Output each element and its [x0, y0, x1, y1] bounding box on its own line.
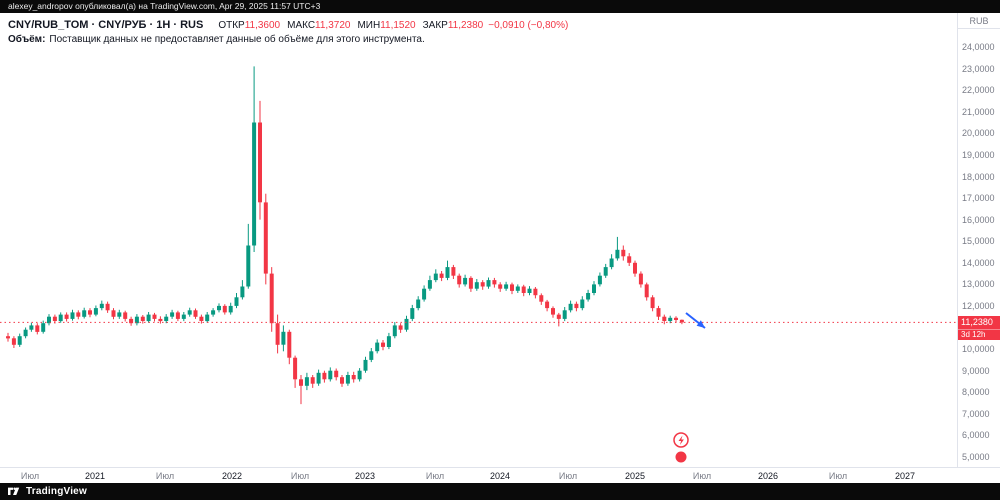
price-tick: 8,0000	[962, 387, 990, 398]
change-value: −0,0910 (−0,80%)	[488, 20, 569, 31]
price-tick: 5,0000	[962, 452, 990, 462]
price-tick: 7,0000	[962, 408, 990, 419]
publish-attribution: alexey_andropov опубликовал(а) на Tradin…	[8, 1, 321, 11]
open-label: ОТКР	[218, 20, 245, 31]
tradingview-logo-icon[interactable]	[8, 487, 21, 497]
low-value: 11,1520	[380, 20, 416, 31]
symbol-title[interactable]: CNY/RUB_TOM · CNY/РУБ · 1H · RUS	[8, 19, 204, 31]
time-tick: Июл	[425, 471, 445, 481]
low-label: МИН	[357, 20, 381, 31]
lightning-reaction-icon[interactable]	[673, 432, 689, 448]
open-value: 11,3600	[244, 20, 281, 31]
symbol-legend: CNY/RUB_TOM · CNY/РУБ · 1H · RUS ОТКР11,3…	[8, 19, 568, 45]
last-price-badge: 11,2380	[958, 315, 1000, 329]
time-tick: 2022	[221, 471, 243, 481]
time-tick: 2026	[757, 471, 779, 481]
brand-name[interactable]: TradingView	[26, 486, 87, 497]
time-tick: Июл	[20, 471, 40, 481]
chart-area: CNY/RUB_TOM · CNY/РУБ · 1H · RUS ОТКР11,3…	[0, 13, 1000, 483]
price-tick: 23,0000	[962, 63, 995, 74]
volume-row: Объём: Поставщик данных не предоставляет …	[8, 34, 568, 45]
price-tick: 9,0000	[962, 365, 990, 376]
close-value: 11,2380	[447, 20, 484, 31]
price-tick: 22,0000	[962, 85, 995, 96]
trend-arrow[interactable]	[685, 312, 706, 329]
time-tick: 2025	[624, 471, 646, 481]
price-tick: 18,0000	[962, 171, 995, 182]
price-tick: 20,0000	[962, 128, 995, 139]
volume-message: Поставщик данных не предоставляет данные…	[49, 34, 425, 45]
time-tick: Июл	[692, 471, 712, 481]
price-tick: 10,0000	[962, 344, 995, 355]
high-value: 11,3720	[315, 20, 351, 31]
time-tick: Июл	[558, 471, 578, 481]
price-tick: 15,0000	[962, 236, 995, 247]
time-tick: 2024	[489, 471, 511, 481]
price-tick: 6,0000	[962, 430, 990, 441]
volume-label: Объём:	[8, 34, 46, 45]
price-tick: 17,0000	[962, 193, 995, 204]
candles	[6, 66, 684, 405]
publish-bar: alexey_andropov опубликовал(а) на Tradin…	[0, 0, 1000, 13]
close-label: ЗАКР	[422, 20, 448, 31]
price-tick: 21,0000	[962, 106, 995, 117]
time-scale[interactable]: Июл 2021 Июл 2022 Июл 2023 Июл 2024 Июл 2025 Июл 20…	[0, 467, 1000, 483]
candlestick-chart[interactable]	[0, 13, 958, 467]
price-tick: 16,0000	[962, 214, 995, 225]
time-tick: 2021	[84, 471, 106, 481]
time-tick: Июл	[155, 471, 175, 481]
price-tick: 14,0000	[962, 257, 995, 268]
high-label: МАКС	[287, 20, 316, 31]
footer-bar: TradingView	[0, 483, 1000, 500]
countdown-badge: 3d 12h	[958, 328, 1000, 340]
time-tick: 2027	[894, 471, 916, 481]
price-tick: 13,0000	[962, 279, 995, 290]
price-tick: 24,0000	[962, 42, 995, 52]
time-tick: 2023	[354, 471, 376, 481]
time-tick: Июл	[290, 471, 310, 481]
red-dot-reaction-icon[interactable]	[675, 451, 687, 463]
legend-row-main: CNY/RUB_TOM · CNY/РУБ · 1H · RUS ОТКР11,3…	[8, 19, 568, 31]
currency-label: RUB	[958, 13, 1000, 29]
price-tick: 12,0000	[962, 300, 995, 311]
time-tick: Июл	[828, 471, 848, 481]
price-tick: 19,0000	[962, 149, 995, 160]
price-scale[interactable]: RUB 11,2380 3d 12h 24,0000 23,0000 22,0000…	[957, 13, 1000, 467]
